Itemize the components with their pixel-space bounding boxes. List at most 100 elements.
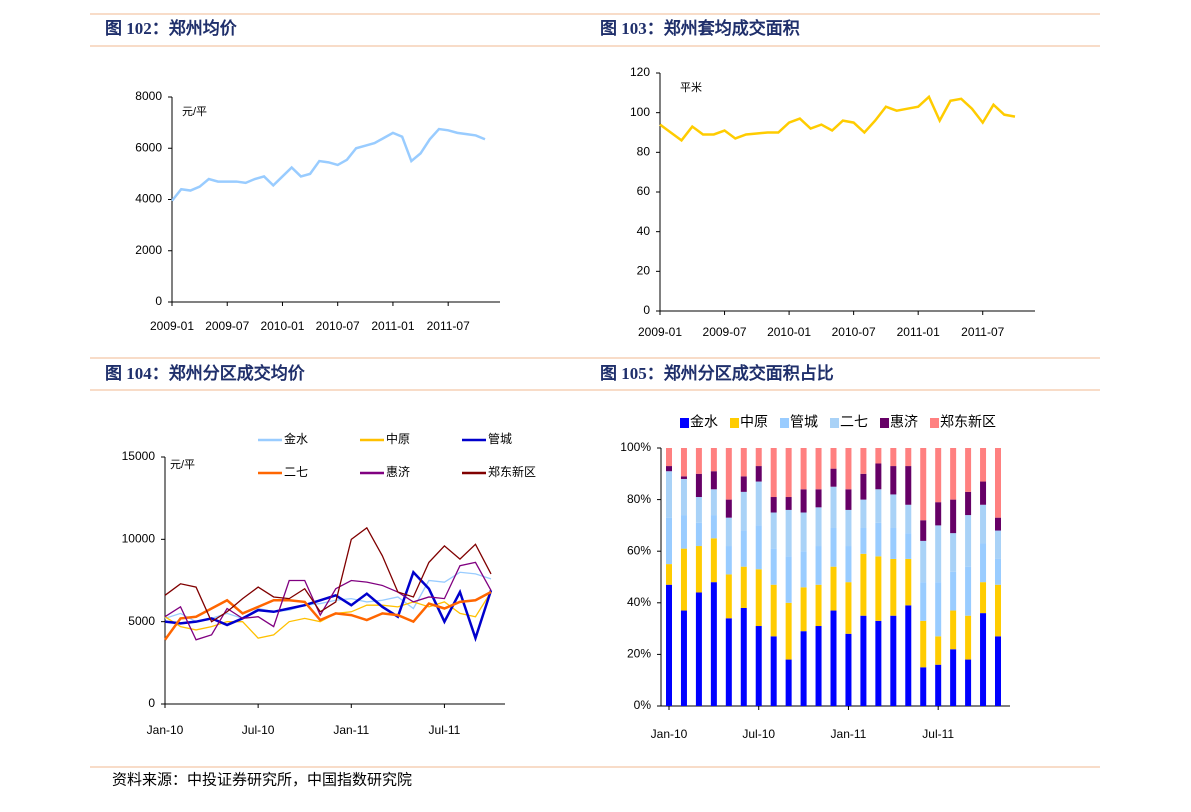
bar-segment (755, 481, 762, 526)
legend-label: 管城 (790, 414, 818, 430)
legend-swatch (730, 418, 739, 428)
bar-segment (755, 569, 762, 627)
bar-segment (890, 466, 897, 495)
bar-segment (695, 497, 702, 523)
bar-segment (830, 527, 837, 567)
bar-segment (920, 448, 927, 521)
bar-segment (770, 584, 777, 637)
bar-segment (965, 615, 972, 660)
bar-segment (890, 615, 897, 706)
y-tick-label: 40 (637, 224, 651, 238)
bar-segment (830, 610, 837, 706)
bar-segment (920, 520, 927, 541)
bar-segment (920, 620, 927, 668)
bar-segment (905, 448, 912, 467)
bar-segment (710, 582, 717, 706)
bar-segment (980, 582, 987, 614)
bar-segment (875, 620, 882, 706)
y-tick-label: 15000 (122, 449, 156, 463)
bar-segment (666, 448, 672, 467)
bar-segment (755, 448, 762, 467)
x-tick-label: 2011-01 (897, 325, 940, 339)
bar-segment (740, 448, 747, 477)
y-tick-label: 80 (637, 145, 651, 159)
bar-segment (785, 602, 792, 660)
line (171, 127, 486, 202)
chart-title: 图 104：郑州分区成交均价 (105, 363, 306, 383)
bar-segment (666, 564, 672, 585)
x-tick-label: 2011-07 (961, 325, 1004, 339)
legend-swatch (880, 418, 889, 428)
line (659, 94, 1016, 143)
bar-segment (845, 546, 852, 583)
bar-segment (740, 476, 747, 492)
legend-label: 金水 (690, 414, 718, 430)
bar-segment (695, 546, 702, 593)
x-tick-label: 2010-01 (767, 325, 811, 339)
legend-swatch (930, 418, 939, 428)
source: 资料来源：中投证券研究所，中国指数研究院 (112, 770, 412, 788)
x-tick-label: Jan-11 (333, 723, 369, 737)
y-tick-label: 20 (637, 264, 651, 278)
bar-segment (740, 491, 747, 531)
x-tick-label: 2010-07 (316, 319, 360, 333)
bar-segment (890, 494, 897, 528)
bar-segment (935, 448, 942, 503)
y-tick-label: 2000 (135, 243, 162, 257)
line (164, 561, 492, 641)
chart-title: 图 105：郑州分区成交面积占比 (600, 363, 834, 383)
bar-segment (845, 582, 852, 634)
bar-segment (950, 649, 957, 706)
y-tick-label: 40% (627, 595, 651, 609)
bar-segment (905, 558, 912, 606)
x-tick-label: Jul-11 (922, 727, 954, 741)
bar-segment (845, 448, 852, 490)
legend-label: 金水 (284, 431, 308, 446)
bar-segment (950, 533, 957, 572)
x-tick-label: Jul-10 (742, 727, 775, 741)
bar-segment (860, 499, 867, 528)
bar-segment (890, 558, 897, 616)
legend-label: 惠济 (890, 414, 918, 430)
bar-segment (740, 607, 747, 706)
bar-segment (950, 571, 957, 611)
y-tick-label: 0 (148, 696, 155, 710)
bar-segment (755, 626, 762, 706)
bar-segment (875, 448, 882, 464)
bar-segment (800, 551, 807, 588)
legend-label: 二七 (284, 465, 308, 479)
bar-segment (905, 504, 912, 534)
bar-segment (785, 659, 792, 706)
x-tick-label: 2011-07 (427, 319, 470, 333)
bar-segment (950, 499, 957, 534)
bar-segment (695, 448, 702, 474)
bar-segment (935, 664, 942, 706)
x-tick-label: 2011-01 (371, 319, 414, 333)
y-tick-label: 60 (637, 184, 651, 198)
bar-segment (800, 631, 807, 706)
bar-segment (680, 610, 687, 706)
bar-segment (785, 556, 792, 603)
bar-segment (860, 473, 867, 500)
line (163, 590, 492, 641)
bar-segment (815, 507, 822, 547)
bar-segment (785, 509, 792, 557)
bar-segment (950, 448, 957, 500)
bar-segment (755, 466, 762, 482)
legend-swatch (680, 418, 689, 428)
bar-segment (785, 448, 792, 498)
bar-segment (860, 553, 867, 616)
bar-segment (890, 448, 897, 467)
bar-segment (875, 463, 882, 490)
bar-segment (666, 517, 672, 565)
bar-segment (800, 489, 807, 513)
bar-segment (815, 448, 822, 490)
bar-segment (965, 515, 972, 567)
bar-segment (740, 566, 747, 608)
bar-segment (755, 525, 762, 570)
y-tick-label: 5000 (128, 614, 155, 628)
y-unit: 元/平 (170, 459, 195, 471)
x-tick-label: 2009-01 (150, 319, 194, 333)
bar-segment (995, 530, 1001, 559)
y-tick-label: 0 (643, 303, 650, 317)
